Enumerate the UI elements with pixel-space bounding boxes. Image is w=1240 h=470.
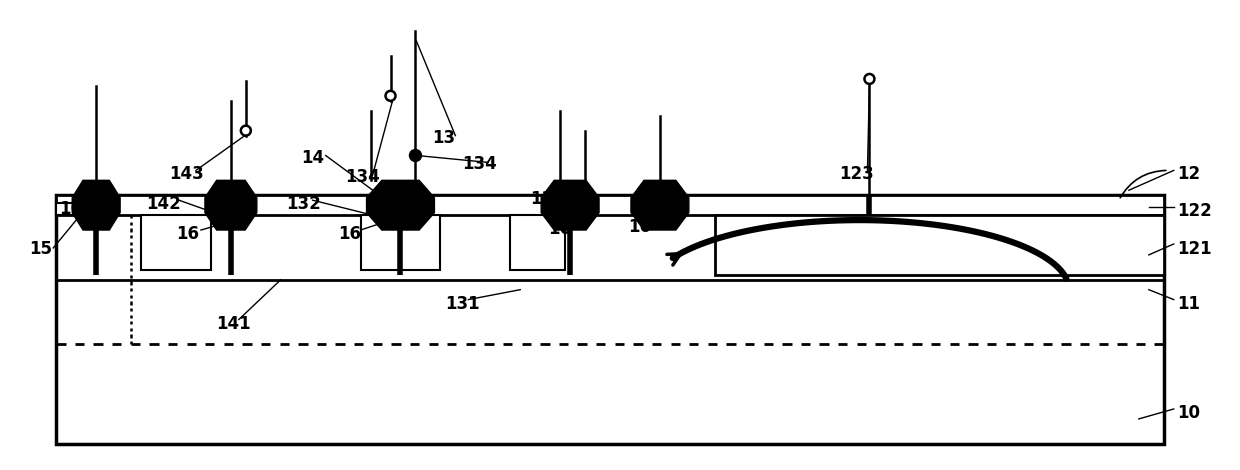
Text: 11: 11 [1177, 295, 1200, 313]
Bar [680, 195, 1164, 215]
Text: 16: 16 [339, 225, 362, 243]
Text: 16: 16 [60, 200, 82, 218]
Text: 134: 134 [463, 156, 497, 173]
Circle shape [386, 91, 396, 101]
Text: 141: 141 [216, 314, 250, 333]
Text: 16: 16 [176, 225, 198, 243]
Text: 143: 143 [169, 165, 203, 183]
Text: 16: 16 [548, 220, 572, 238]
Text: 13: 13 [433, 129, 455, 147]
Text: 15: 15 [30, 240, 52, 258]
Bar [141, 215, 211, 270]
Polygon shape [205, 180, 257, 230]
Polygon shape [541, 180, 599, 230]
Text: 12: 12 [1177, 165, 1200, 183]
Text: 134: 134 [346, 168, 381, 187]
Text: 131: 131 [445, 295, 480, 313]
Text: 142: 142 [146, 195, 181, 213]
Text: 132: 132 [285, 195, 320, 213]
Text: 16: 16 [627, 218, 651, 236]
Text: 123: 123 [839, 165, 874, 183]
Text: 133: 133 [531, 190, 565, 208]
Bar [56, 203, 117, 215]
Bar [361, 215, 440, 270]
Polygon shape [367, 180, 434, 230]
Bar [56, 195, 680, 215]
Circle shape [241, 125, 250, 135]
Text: 14: 14 [301, 149, 324, 166]
Text: 10: 10 [1177, 404, 1200, 422]
Bar [714, 215, 1164, 275]
Text: 121: 121 [1177, 240, 1211, 258]
Bar [510, 215, 565, 270]
Circle shape [409, 149, 422, 161]
Polygon shape [72, 180, 120, 230]
Bar [56, 195, 1164, 444]
Polygon shape [631, 180, 689, 230]
Circle shape [864, 74, 874, 84]
Text: 122: 122 [1177, 202, 1211, 220]
